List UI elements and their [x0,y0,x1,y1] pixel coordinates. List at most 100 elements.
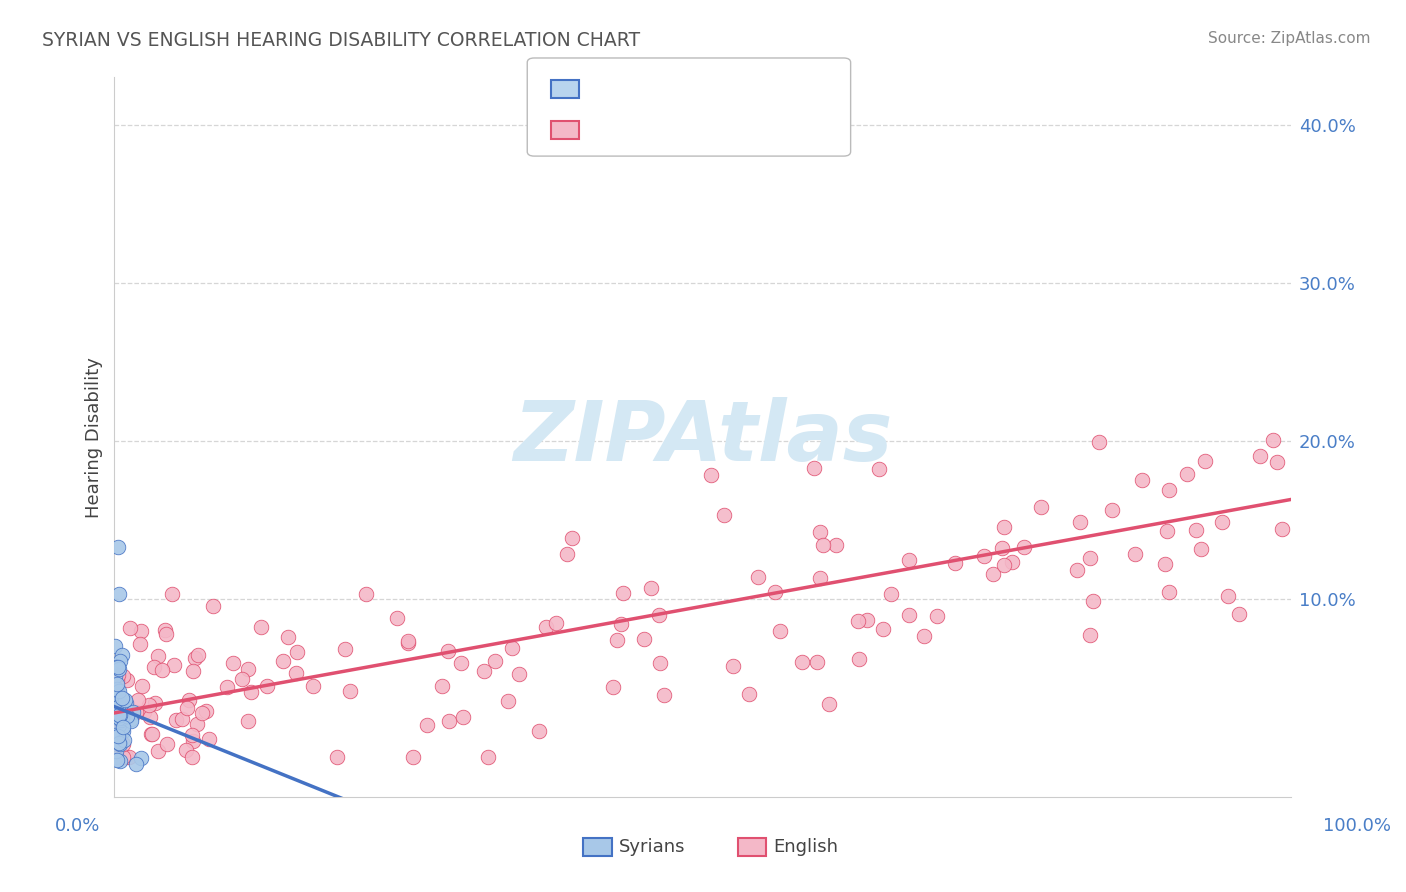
Point [122,706,145,720]
Point [416,718,439,732]
Point [650,656,672,670]
Point [107,687,129,701]
Point [174,742,197,756]
Point [163,658,186,673]
Point [1227,607,1250,622]
Point [432,680,454,694]
Point [104,639,127,653]
Point [110,750,132,764]
Point [1088,434,1111,449]
Point [811,538,834,552]
Point [139,710,162,724]
Point [451,710,474,724]
Point [105,660,128,674]
Point [111,669,134,683]
Point [612,586,634,600]
Point [118,750,141,764]
Point [818,698,841,712]
Point [176,700,198,714]
Point [943,556,966,570]
Point [284,666,307,681]
Point [181,665,204,679]
Point [107,689,129,703]
Point [110,703,132,717]
Point [108,654,131,668]
Text: ZIPAtlas: ZIPAtlas [513,397,893,477]
Point [120,712,142,726]
Point [186,716,208,731]
Point [993,520,1015,534]
Point [112,750,135,764]
Point [912,629,935,643]
Point [107,729,129,743]
Point [110,708,132,723]
Point [181,750,204,764]
Point [484,654,506,668]
Point [187,648,209,662]
Point [1069,515,1091,529]
Point [104,737,127,751]
Point [107,699,129,714]
Point [112,732,135,747]
Point [1249,450,1271,464]
Point [191,706,214,720]
Point [1130,473,1153,487]
Point [738,687,761,701]
Point [1014,540,1036,554]
Point [699,467,721,482]
Point [111,648,134,663]
Point [155,626,177,640]
Point [105,743,128,757]
Point [143,696,166,710]
Point [437,714,460,728]
Point [146,649,169,664]
Point [808,525,831,540]
Point [402,750,425,764]
Point [602,680,624,694]
Point [108,737,131,751]
Point [271,654,294,668]
Point [105,681,128,696]
Point [648,607,671,622]
Point [856,613,879,627]
Point [108,662,131,676]
Point [301,679,323,693]
Point [165,713,187,727]
Point [107,699,129,714]
Point [1216,590,1239,604]
Point [356,587,378,601]
Point [201,599,224,613]
Point [107,708,129,723]
Text: R =  0.525   N = 161: R = 0.525 N = 161 [588,121,761,139]
Point [104,728,127,742]
Point [107,540,129,554]
Point [231,673,253,687]
Point [107,677,129,691]
Point [105,706,128,721]
Point [1156,524,1178,539]
Point [156,737,179,751]
Point [217,681,239,695]
Point [105,750,128,764]
Point [477,750,499,764]
Point [153,623,176,637]
Point [104,750,127,764]
Point [222,657,245,671]
Point [1001,555,1024,569]
Point [747,570,769,584]
Point [713,508,735,523]
Text: 100.0%: 100.0% [1323,817,1391,835]
Point [654,688,676,702]
Point [139,726,162,740]
Point [609,617,631,632]
Point [250,620,273,634]
Point [141,727,163,741]
Point [107,660,129,674]
Point [148,744,170,758]
Point [1123,548,1146,562]
Point [105,673,128,687]
Point [138,698,160,712]
Point [973,549,995,563]
Point [868,462,890,476]
Point [131,751,153,765]
